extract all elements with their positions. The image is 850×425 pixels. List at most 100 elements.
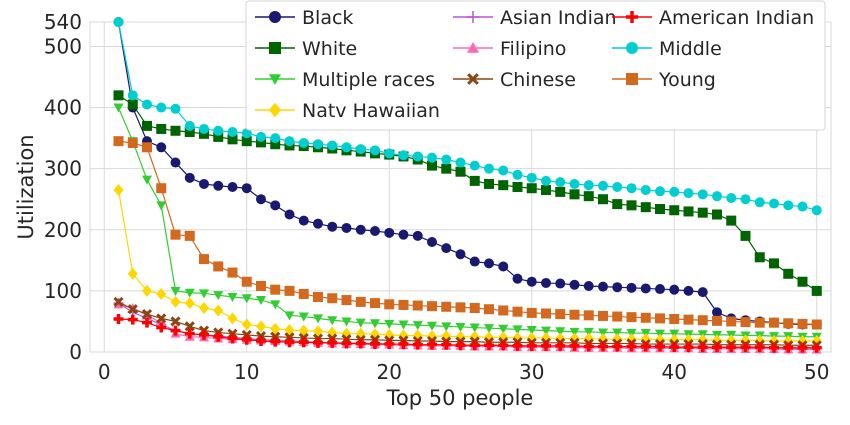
- data-point-white: [754, 252, 765, 263]
- data-point-middle: [783, 200, 794, 211]
- data-point-white: [241, 136, 252, 147]
- data-point-multiple-races: [541, 326, 551, 336]
- data-point-multiple-races: [384, 319, 395, 329]
- data-point-young: [355, 296, 366, 307]
- series-line-chinese: [118, 301, 817, 346]
- data-point-multiple-races: [241, 294, 252, 304]
- data-point-american-indian: [142, 317, 152, 328]
- data-point-middle: [498, 165, 509, 176]
- data-point-black: [712, 307, 722, 318]
- data-point-white: [612, 199, 623, 210]
- data-point-middle: [655, 186, 665, 197]
- data-point-middle: [726, 193, 737, 203]
- data-point-white: [683, 206, 694, 217]
- x-tick-label: 10: [234, 360, 259, 384]
- data-point-american-indian: [626, 341, 637, 352]
- legend-item-white: White: [255, 38, 357, 60]
- data-point-white: [655, 204, 665, 214]
- data-point-multiple-races: [526, 326, 537, 335]
- data-point-filipino: [156, 317, 167, 327]
- data-point-white: [783, 268, 794, 279]
- data-point-multiple-races: [441, 322, 452, 332]
- data-point-white: [184, 127, 195, 137]
- data-point-young: [427, 301, 437, 312]
- data-point-black: [441, 243, 452, 254]
- data-point-black: [455, 249, 466, 260]
- data-point-middle: [270, 133, 281, 144]
- data-point-young: [113, 136, 124, 147]
- data-point-young: [256, 281, 266, 291]
- data-point-black: [327, 221, 338, 232]
- data-point-multiple-races: [213, 291, 224, 301]
- data-point-white: [170, 125, 181, 136]
- data-point-young: [241, 276, 252, 287]
- data-point-middle: [284, 136, 295, 147]
- legend-label: Multiple races: [302, 69, 435, 91]
- data-point-white: [256, 137, 266, 148]
- data-point-multiple-races: [555, 327, 566, 337]
- data-point-black: [626, 282, 637, 293]
- legend-item-young: Young: [612, 69, 716, 91]
- x-tick-label: 40: [662, 360, 687, 384]
- data-point-american-indian: [398, 339, 409, 350]
- legend-label: Natv Hawaiian: [302, 100, 440, 122]
- data-point-natv-hawaiian: [241, 318, 252, 331]
- y-tick-label: 540: [44, 10, 82, 34]
- data-point-black: [598, 281, 608, 292]
- data-point-white: [726, 215, 737, 226]
- data-point-middle: [740, 194, 751, 205]
- data-point-black: [640, 283, 651, 294]
- data-point-middle: [113, 17, 124, 27]
- data-point-white: [541, 185, 551, 196]
- data-point-middle: [298, 138, 309, 148]
- legend-marker: [467, 73, 479, 85]
- data-point-middle: [626, 183, 637, 194]
- legend-item-asian-indian: Asian Indian: [453, 7, 617, 29]
- data-point-young: [227, 267, 238, 278]
- data-point-american-indian: [412, 339, 423, 350]
- data-point-middle: [341, 142, 352, 153]
- data-point-multiple-races: [284, 311, 295, 321]
- data-point-young: [683, 314, 694, 325]
- data-point-black: [669, 284, 680, 295]
- data-point-middle: [370, 145, 380, 156]
- data-point-middle: [184, 120, 195, 131]
- data-point-middle: [526, 172, 537, 183]
- data-point-natv-hawaiian: [270, 322, 281, 335]
- data-point-young: [469, 303, 480, 313]
- data-point-multiple-races: [612, 328, 623, 338]
- data-point-black: [341, 222, 352, 233]
- data-point-multiple-races: [469, 323, 480, 333]
- data-point-black: [355, 224, 366, 235]
- data-point-young: [598, 310, 608, 321]
- legend-label: Young: [658, 69, 716, 91]
- data-point-young: [626, 312, 637, 323]
- data-point-young: [170, 229, 181, 240]
- data-point-american-indian: [441, 339, 452, 350]
- data-point-american-indian: [526, 340, 537, 351]
- data-point-middle: [170, 103, 181, 114]
- data-point-white: [498, 180, 509, 191]
- data-point-white: [127, 99, 138, 110]
- data-point-middle: [455, 157, 466, 168]
- data-point-black: [612, 282, 623, 293]
- data-point-white: [712, 209, 722, 220]
- data-point-multiple-races: [184, 288, 195, 298]
- series-american-indian: [113, 314, 822, 353]
- legend-label: White: [302, 38, 357, 60]
- data-point-multiple-races: [298, 312, 309, 322]
- data-point-american-indian: [284, 337, 295, 348]
- data-point-middle: [469, 160, 480, 171]
- data-point-american-indian: [797, 342, 808, 353]
- data-point-middle: [213, 125, 224, 136]
- legend-item-chinese: Chinese: [453, 69, 576, 91]
- data-point-black: [213, 180, 224, 191]
- data-point-young: [398, 299, 409, 310]
- legend-label: Black: [302, 7, 353, 29]
- data-point-american-indian: [484, 340, 494, 351]
- data-point-young: [455, 302, 466, 313]
- legend-marker: [467, 11, 479, 23]
- data-point-black: [270, 200, 281, 211]
- data-point-american-indian: [726, 342, 737, 353]
